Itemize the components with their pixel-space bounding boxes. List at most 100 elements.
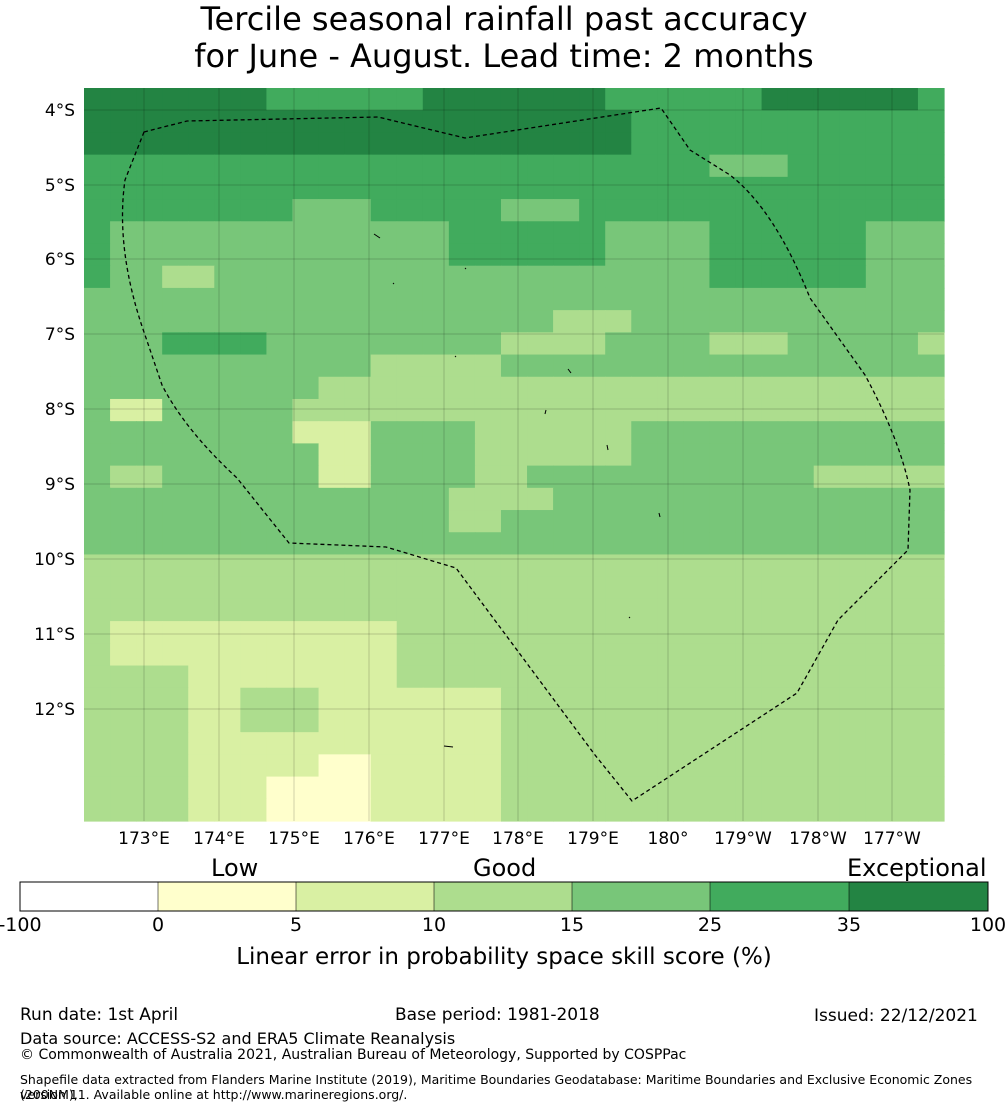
grid-cell [266, 598, 294, 622]
grid-cell [631, 732, 658, 755]
grid-cell [214, 176, 241, 200]
grid-cell [84, 398, 111, 422]
grid-cell [344, 176, 372, 200]
grid-cell [709, 132, 737, 156]
grid-cell [136, 376, 163, 400]
grid-cell [631, 265, 658, 289]
grid-cell [787, 110, 815, 134]
grid-cell [500, 465, 528, 489]
grid-cell [370, 732, 398, 755]
grid-cell [240, 776, 268, 800]
grid-cell [344, 487, 372, 511]
grid-cell [813, 709, 841, 733]
grid-cell [813, 665, 841, 689]
grid-cell [292, 132, 320, 156]
grid-cell [136, 576, 163, 600]
grid-cell [318, 287, 346, 311]
grid-cell [813, 287, 841, 311]
skill-grid [84, 88, 945, 822]
grid-cell [527, 487, 554, 511]
grid-cell [162, 421, 189, 444]
grid-cell [188, 310, 215, 333]
grid-cell [657, 287, 684, 311]
grid-cell [553, 487, 580, 511]
grid-cell [214, 354, 241, 378]
grid-cell [865, 176, 893, 200]
grid-cell [865, 643, 893, 667]
grid-cell [188, 243, 215, 267]
grid-cell [448, 798, 476, 822]
grid-cell [448, 376, 476, 400]
grid-cell [240, 732, 268, 755]
grid-cell [292, 732, 320, 755]
grid-cell [605, 754, 632, 778]
grid-cell [370, 154, 398, 178]
grid-cell [266, 732, 294, 755]
grid-cell [422, 221, 450, 245]
grid-cell [709, 643, 737, 667]
grid-cell [240, 110, 268, 134]
grid-cell [474, 554, 502, 578]
grid-cell [474, 576, 502, 600]
grid-cell [318, 709, 346, 733]
grid-cell [84, 199, 111, 222]
grid-cell [761, 709, 789, 733]
grid-cell [891, 287, 919, 311]
grid-cell [631, 332, 658, 356]
grid-cell [162, 221, 189, 245]
grid-cell [657, 421, 684, 444]
grid-cell [396, 665, 424, 689]
grid-cell [579, 110, 606, 134]
grid-cell [865, 576, 893, 600]
grid-cell [761, 132, 789, 156]
grid-cell [865, 732, 893, 755]
grid-cell [344, 665, 372, 689]
grid-cell [500, 110, 528, 134]
grid-cell [631, 376, 658, 400]
grid-cell [761, 554, 789, 578]
grid-cell [657, 554, 684, 578]
grid-cell [631, 443, 658, 467]
grid-cell [553, 554, 580, 578]
grid-cell [865, 465, 893, 489]
grid-cell [891, 665, 919, 689]
grid-cell [110, 132, 137, 156]
grid-cell [761, 287, 789, 311]
grid-cell [136, 732, 163, 755]
grid-cell [527, 621, 554, 644]
colorbar-tick: 25 [697, 914, 723, 936]
grid-cell [292, 398, 320, 422]
grid-cell [136, 176, 163, 200]
colorbar-segment [710, 882, 849, 911]
grid-cell [188, 598, 215, 622]
grid-cell [865, 621, 893, 644]
grid-cell [370, 465, 398, 489]
grid-cell [214, 709, 241, 733]
grid-cell [84, 598, 111, 622]
grid-cell [162, 709, 189, 733]
grid-cell [84, 465, 111, 489]
grid-cell [214, 510, 241, 533]
grid-cell [136, 332, 163, 356]
grid-cell [292, 176, 320, 200]
grid-cell [266, 754, 294, 778]
grid-cell [579, 265, 606, 289]
grid-cell [683, 110, 711, 134]
grid-cell [579, 398, 606, 422]
map-title-line-1: Tercile seasonal rainfall past accuracy [200, 0, 808, 38]
grid-cell [136, 154, 163, 178]
grid-cell [396, 443, 424, 467]
grid-cell [553, 265, 580, 289]
grid-cell [735, 310, 763, 333]
grid-cell [240, 687, 268, 711]
grid-cell [787, 88, 815, 111]
grid-cell [188, 643, 215, 667]
grid-cell [292, 199, 320, 222]
grid-cell [396, 421, 424, 444]
grid-cell [579, 754, 606, 778]
grid-cell [735, 221, 763, 245]
grid-cell [240, 798, 268, 822]
grid-cell [422, 709, 450, 733]
grid-cell [474, 221, 502, 245]
grid-cell [292, 665, 320, 689]
